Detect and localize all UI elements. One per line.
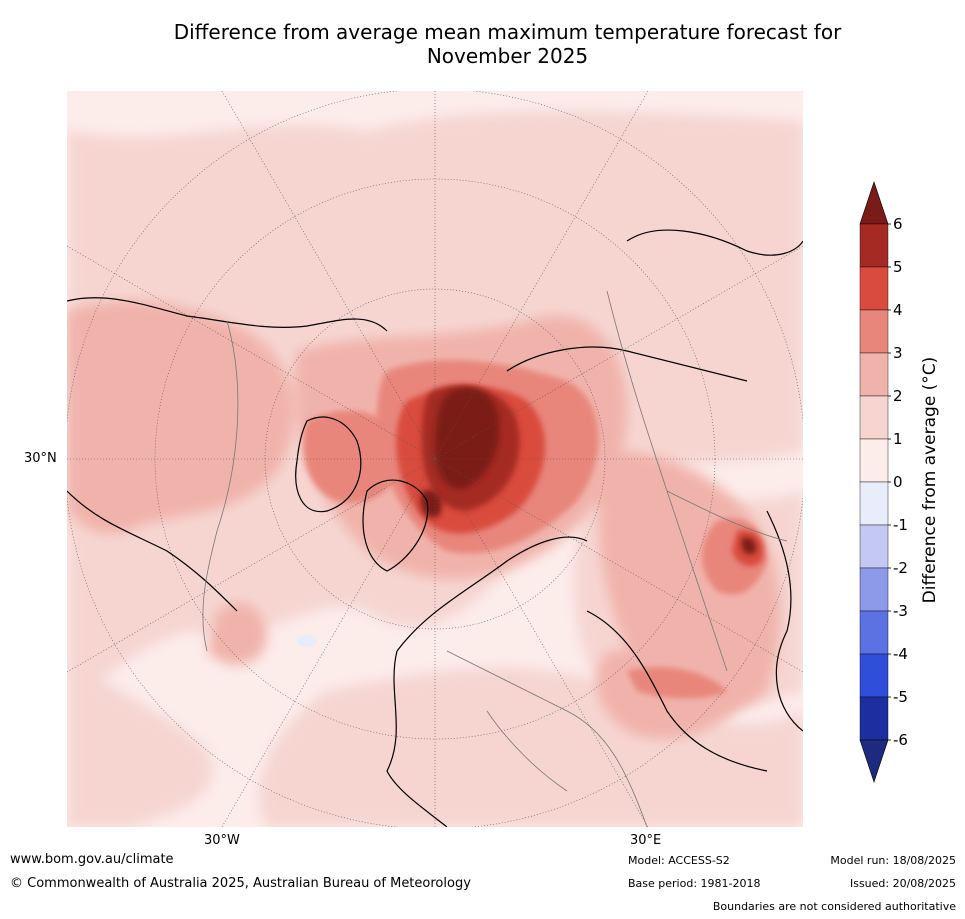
colorbar-swatch [859, 438, 889, 483]
anomaly-negative-patch [297, 635, 317, 647]
colorbar-swatch [859, 223, 889, 268]
website-link[interactable]: www.bom.gov.au/climate [10, 852, 174, 867]
title-line-2: November 2025 [426, 44, 589, 68]
colorbar-tick-label: -1 [893, 516, 908, 534]
colorbar-swatch [859, 696, 889, 741]
title-line-1: Difference from average mean maximum tem… [173, 20, 842, 44]
copyright-text: © Commonwealth of Australia 2025, Austra… [10, 876, 471, 891]
colorbar-tick-label: -5 [893, 688, 908, 706]
longitude-label-west: 30°W [204, 833, 240, 848]
colorbar-swatch [859, 653, 889, 698]
colorbar-swatch [859, 266, 889, 311]
colorbar-tick-label: -6 [893, 731, 908, 749]
colorbar-swatch [859, 567, 889, 612]
model-text: Model: ACCESS-S2 [628, 854, 730, 867]
colorbar-tick-label: 4 [893, 301, 903, 319]
forecast-map [67, 91, 803, 827]
colorbar-overflow-bottom [859, 739, 889, 783]
colorbar-tick-label: -3 [893, 602, 908, 620]
colorbar-swatch [859, 395, 889, 440]
issued-text: Issued: 20/08/2025 [849, 877, 956, 890]
coastlines [67, 229, 803, 827]
latitude-label: 30°N [24, 451, 57, 466]
colorbar-tick-label: 1 [893, 430, 903, 448]
model-run-text: Model run: 18/08/2025 [830, 854, 956, 867]
map-title: Difference from average mean maximum tem… [0, 20, 965, 68]
colorbar-swatch [859, 352, 889, 397]
colorbar-swatch [859, 309, 889, 354]
disclaimer-text: Boundaries are not considered authoritat… [712, 900, 956, 913]
colorbar-ticks: 6 5 4 3 2 1 0 -1 -2 -3 -4 -5 -6 [888, 215, 908, 749]
colorbar: 6 5 4 3 2 1 0 -1 -2 -3 -4 -5 -6 [859, 181, 908, 783]
colorbar-tick-label: 3 [893, 344, 903, 362]
colorbar-tick-label: 2 [893, 387, 903, 405]
colorbar-label: Difference from average (°C) [920, 356, 940, 604]
country-borders [202, 290, 788, 827]
colorbar-tick-label: -2 [893, 559, 908, 577]
colorbar-swatch [859, 524, 889, 569]
colorbar-overflow-top [859, 181, 889, 225]
longitude-label-east: 30°E [630, 833, 662, 848]
colorbar-tick-label: 6 [893, 215, 903, 233]
graticule [67, 91, 803, 827]
base-period-text: Base period: 1981-2018 [628, 877, 761, 890]
colorbar-tick-label: 0 [893, 473, 903, 491]
colorbar-swatch [859, 610, 889, 655]
colorbar-swatch [859, 481, 889, 526]
colorbar-tick-label: -4 [893, 645, 908, 663]
colorbar-tick-label: 5 [893, 258, 903, 276]
colorbar-swatches [859, 181, 889, 783]
anomaly-above-6 [420, 387, 757, 555]
